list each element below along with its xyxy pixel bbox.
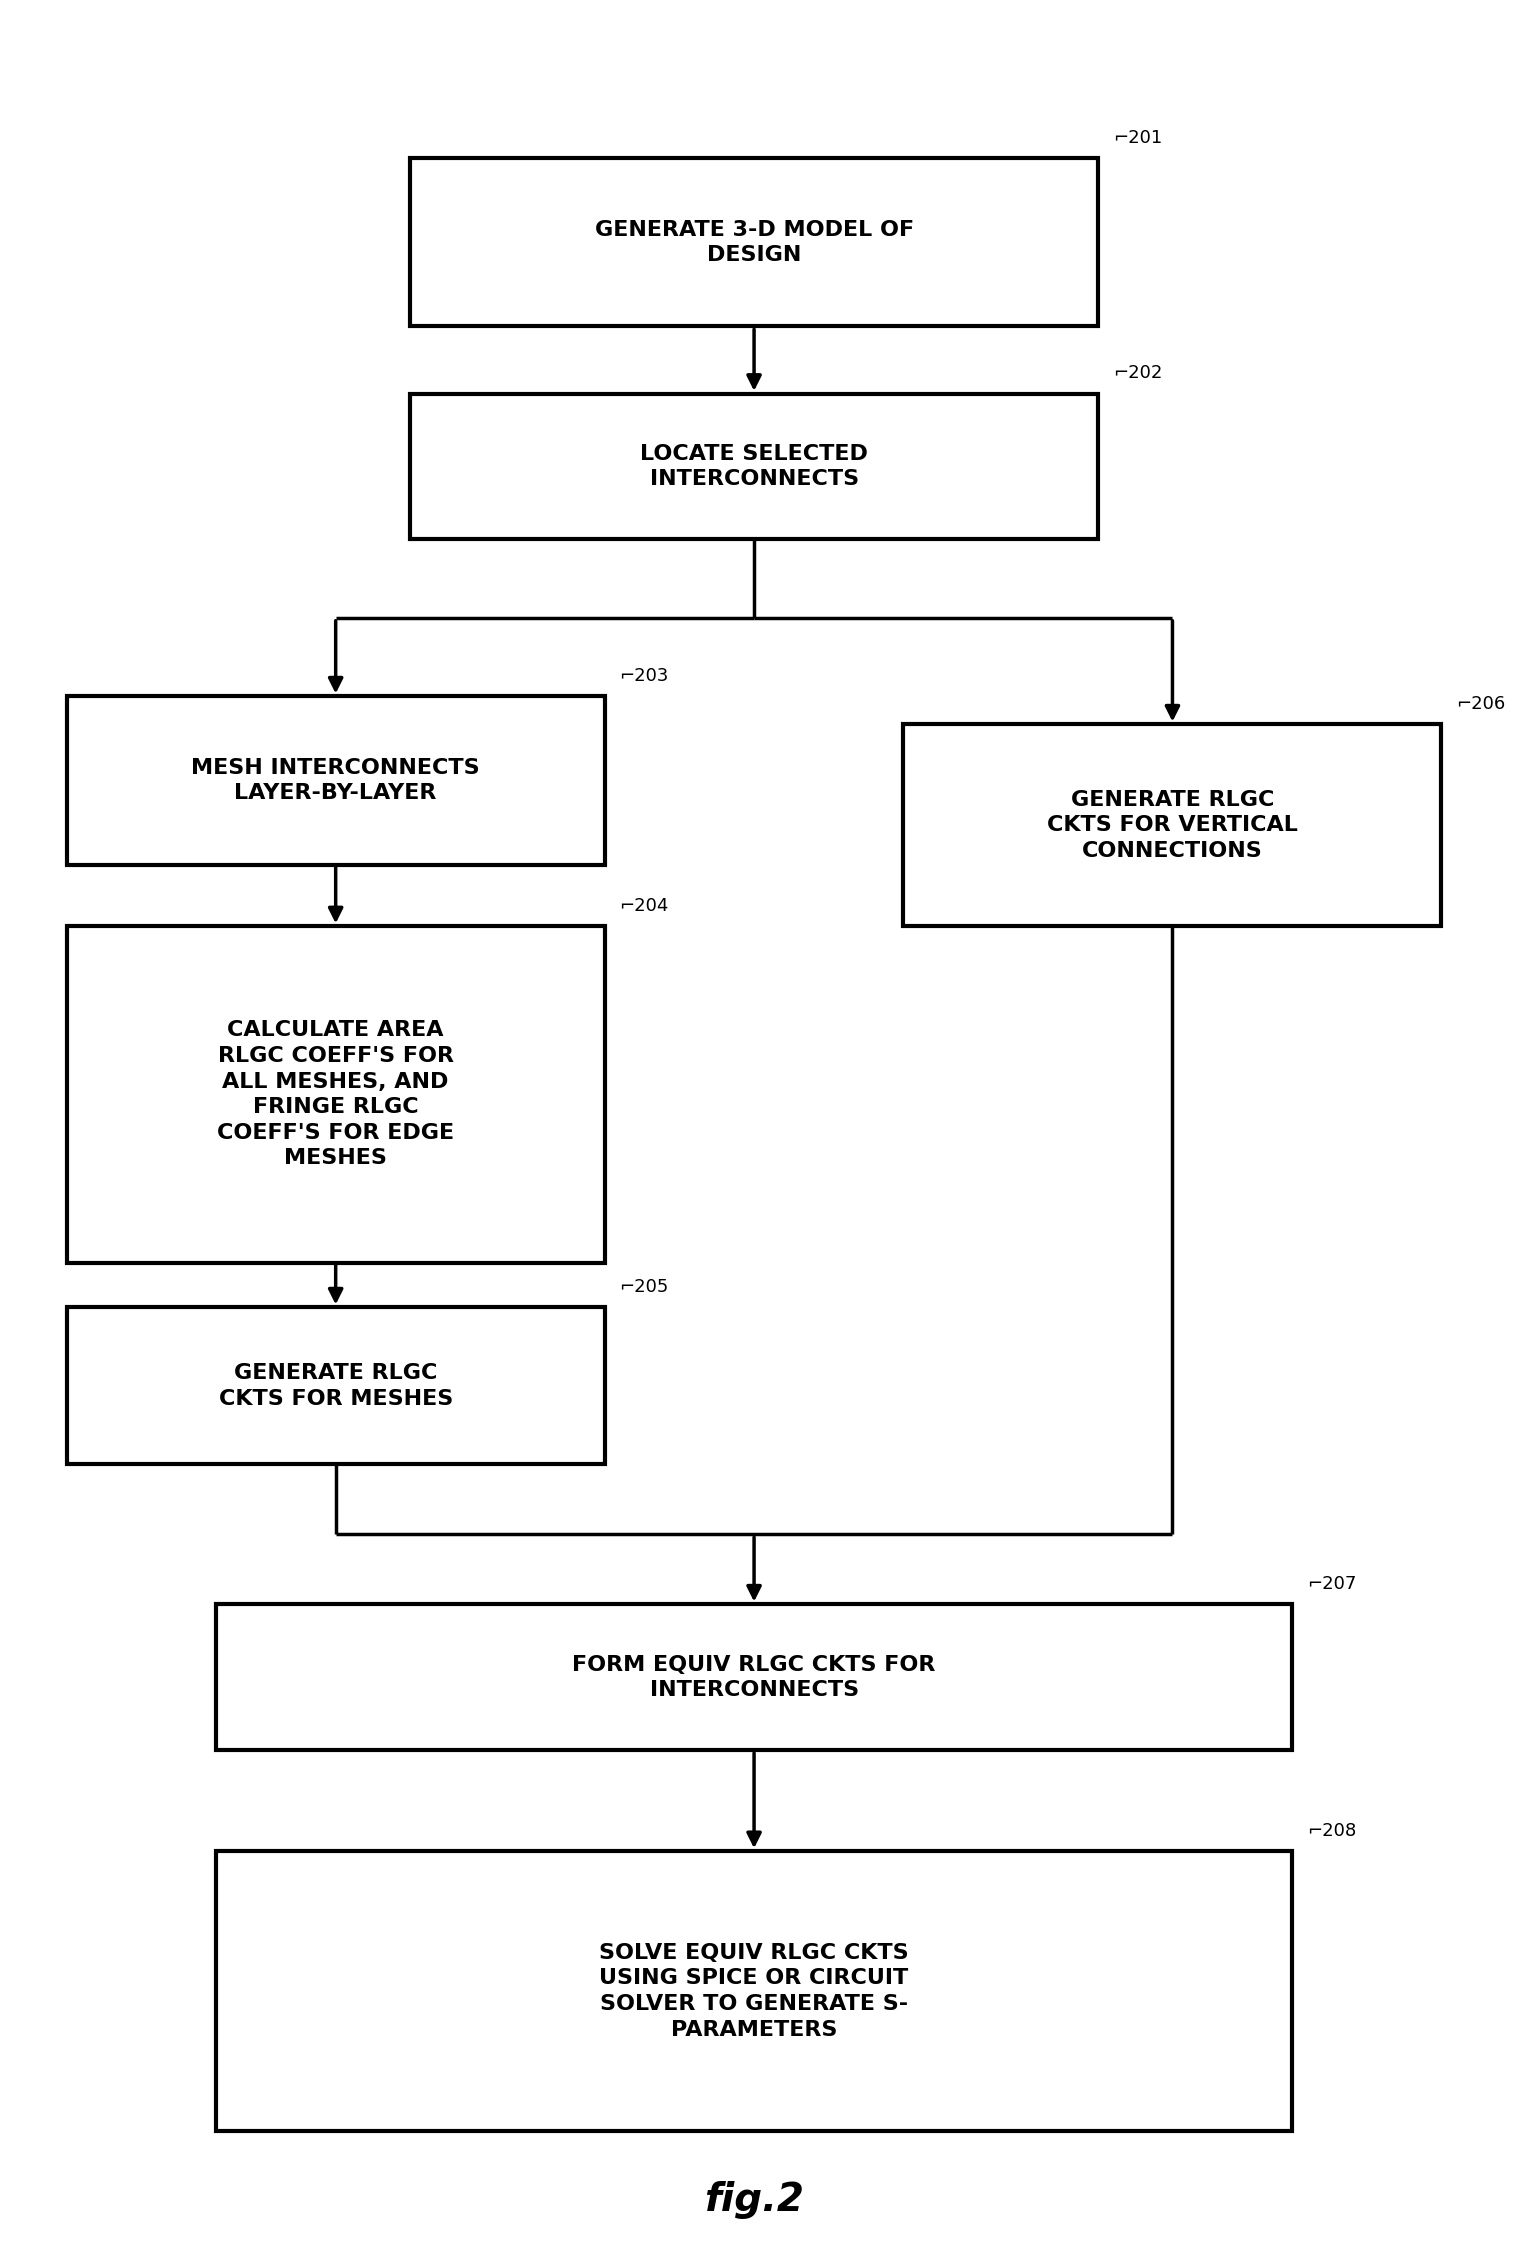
FancyBboxPatch shape <box>67 1308 604 1464</box>
Text: MESH INTERCONNECTS
LAYER-BY-LAYER: MESH INTERCONNECTS LAYER-BY-LAYER <box>192 758 479 803</box>
Text: ⌐202: ⌐202 <box>1113 365 1163 384</box>
FancyBboxPatch shape <box>411 158 1097 327</box>
Text: SOLVE EQUIV RLGC CKTS
USING SPICE OR CIRCUIT
SOLVER TO GENERATE S-
PARAMETERS: SOLVE EQUIV RLGC CKTS USING SPICE OR CIR… <box>600 1942 909 2039</box>
Text: ⌐206: ⌐206 <box>1457 695 1505 713</box>
FancyBboxPatch shape <box>67 697 604 864</box>
Text: ⌐205: ⌐205 <box>619 1279 670 1297</box>
FancyBboxPatch shape <box>216 1852 1292 2132</box>
Text: ⌐203: ⌐203 <box>619 668 670 686</box>
FancyBboxPatch shape <box>411 395 1097 539</box>
Text: GENERATE RLGC
CKTS FOR MESHES: GENERATE RLGC CKTS FOR MESHES <box>219 1363 454 1408</box>
Text: FORM EQUIV RLGC CKTS FOR
INTERCONNECTS: FORM EQUIV RLGC CKTS FOR INTERCONNECTS <box>572 1654 936 1701</box>
FancyBboxPatch shape <box>904 724 1441 927</box>
Text: ⌐207: ⌐207 <box>1307 1575 1356 1593</box>
Text: CALCULATE AREA
RLGC COEFF'S FOR
ALL MESHES, AND
FRINGE RLGC
COEFF'S FOR EDGE
MES: CALCULATE AREA RLGC COEFF'S FOR ALL MESH… <box>218 1020 454 1169</box>
Text: fig.2: fig.2 <box>705 2182 804 2218</box>
Text: ⌐201: ⌐201 <box>1113 129 1161 147</box>
Text: ⌐208: ⌐208 <box>1307 1823 1356 1841</box>
Text: ⌐204: ⌐204 <box>619 898 670 916</box>
Text: GENERATE 3-D MODEL OF
DESIGN: GENERATE 3-D MODEL OF DESIGN <box>595 219 913 266</box>
FancyBboxPatch shape <box>67 927 604 1263</box>
Text: LOCATE SELECTED
INTERCONNECTS: LOCATE SELECTED INTERCONNECTS <box>641 444 868 490</box>
FancyBboxPatch shape <box>216 1604 1292 1751</box>
Text: GENERATE RLGC
CKTS FOR VERTICAL
CONNECTIONS: GENERATE RLGC CKTS FOR VERTICAL CONNECTI… <box>1047 790 1298 862</box>
